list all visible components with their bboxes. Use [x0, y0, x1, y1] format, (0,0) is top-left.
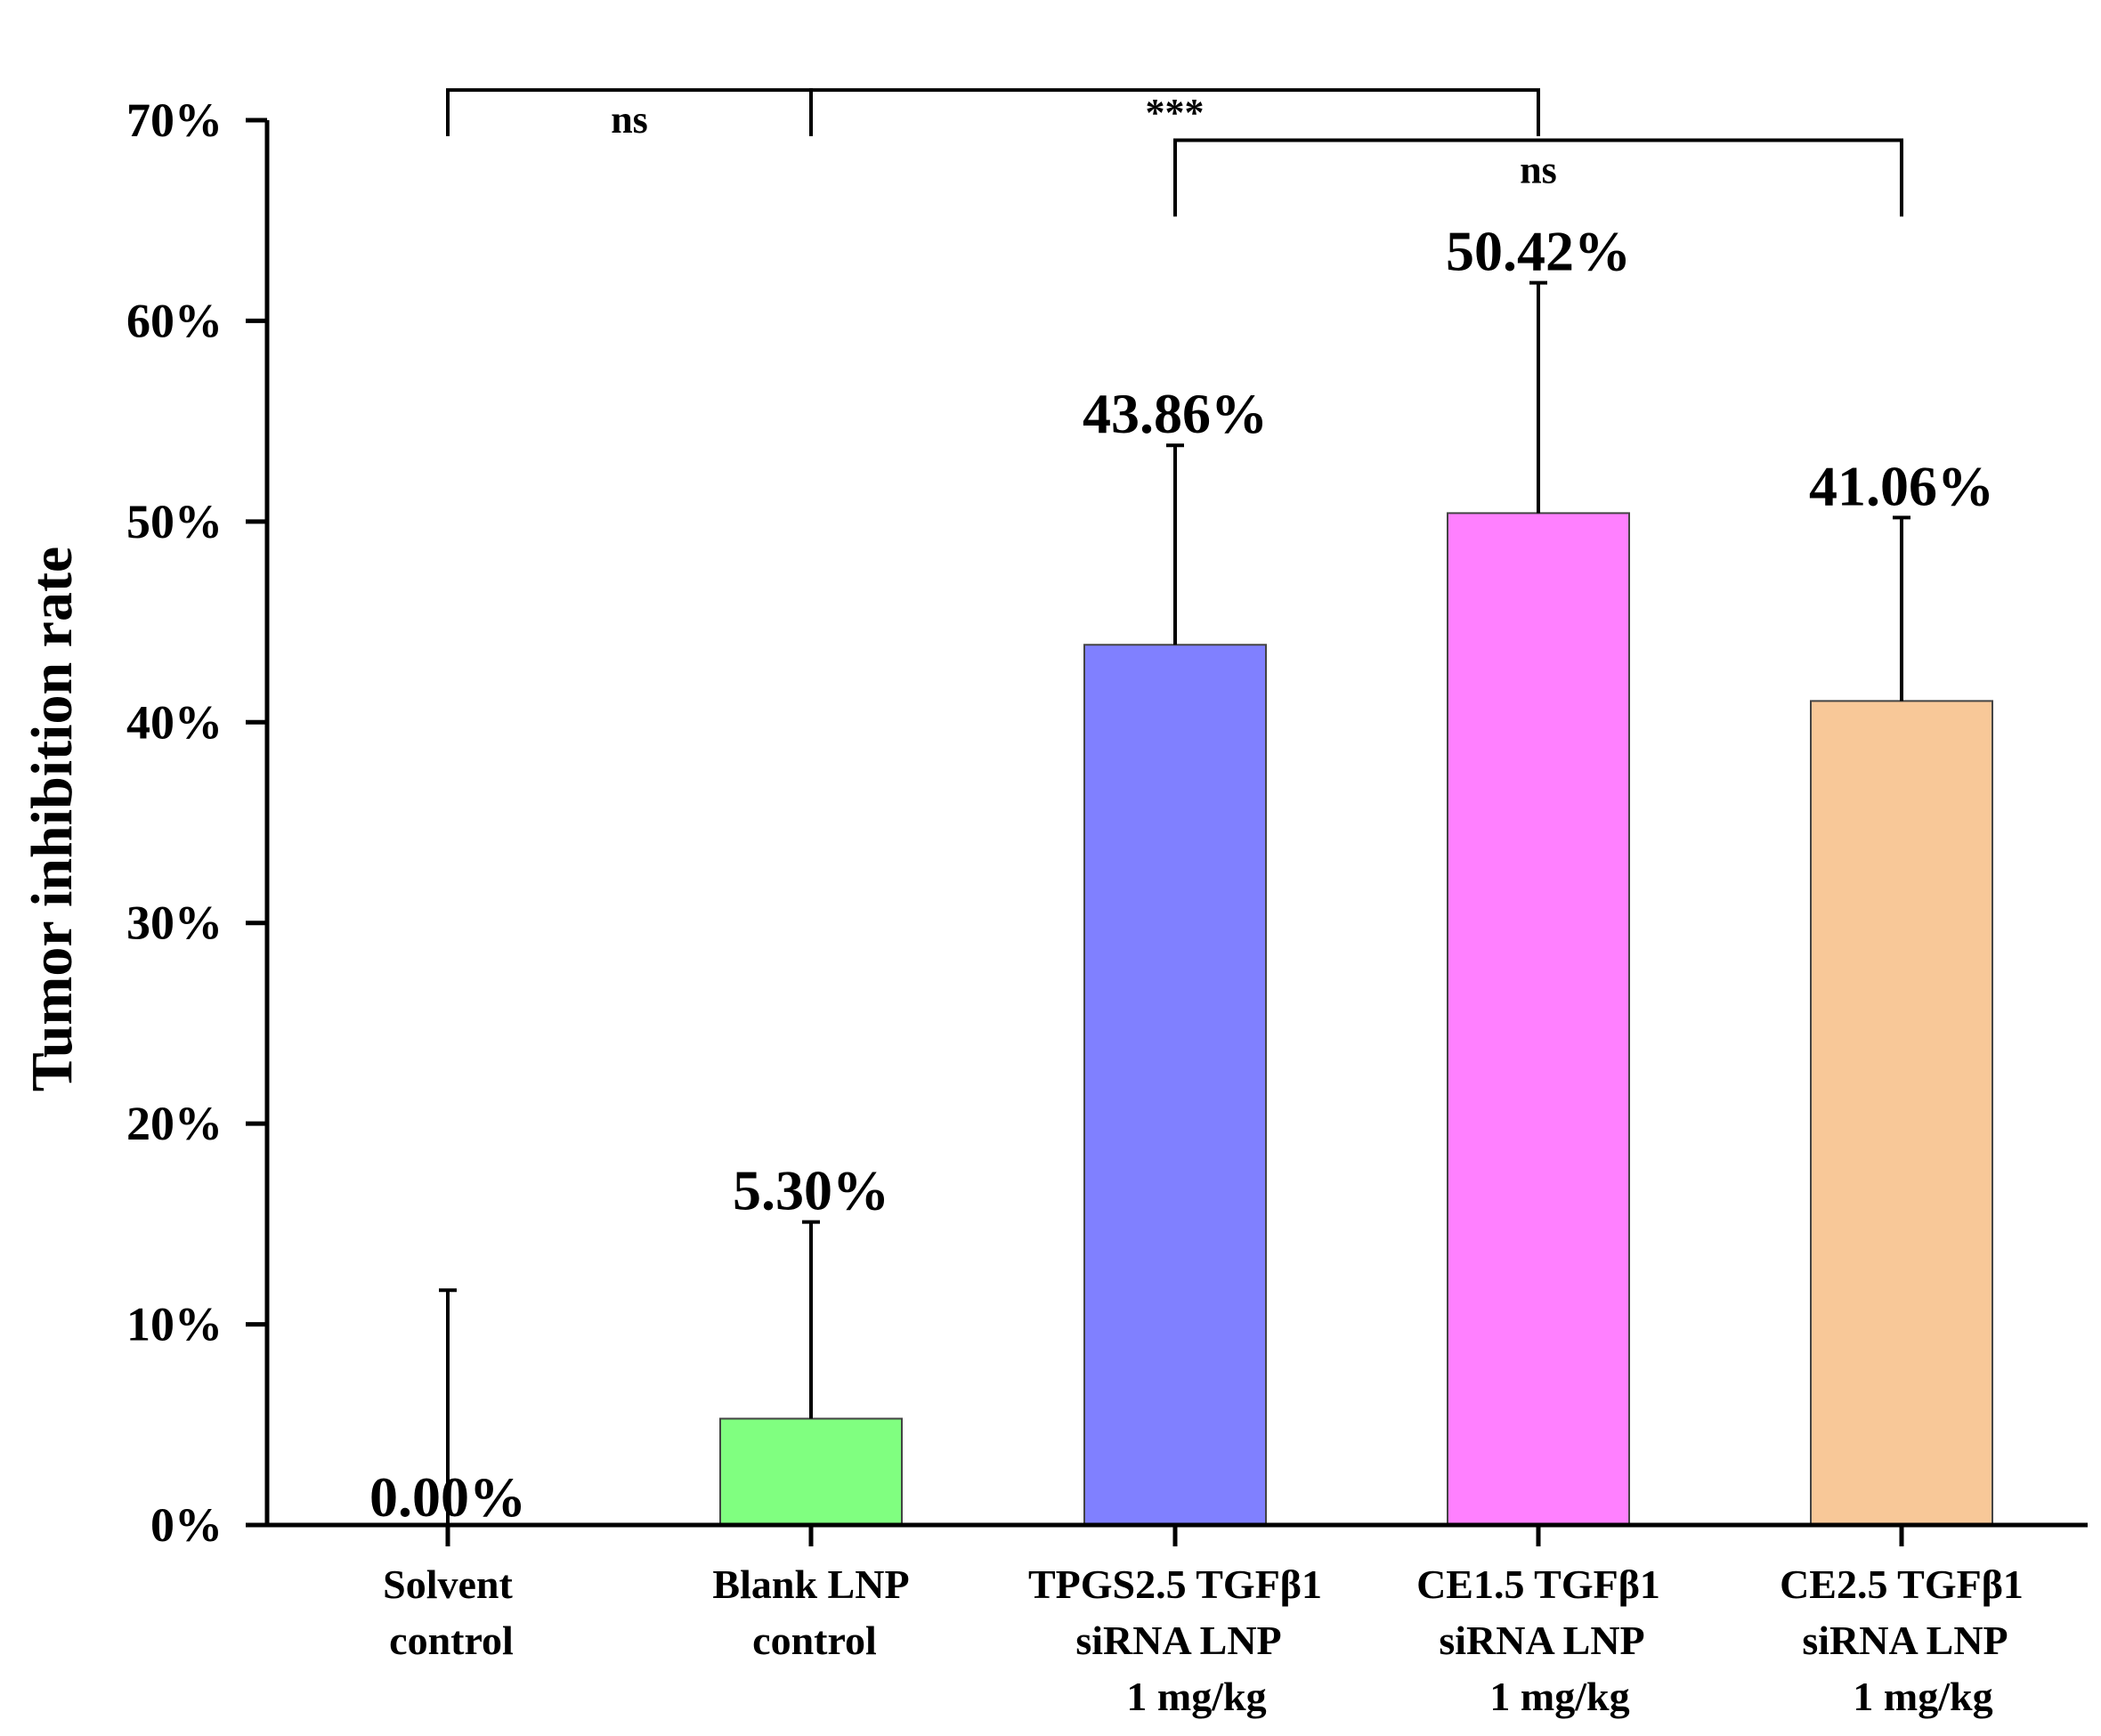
- y-tick-label: 30%: [126, 896, 223, 950]
- y-tick-label: 40%: [126, 695, 223, 749]
- bar-1: [719, 1417, 903, 1526]
- y-tick-label: 60%: [126, 294, 223, 347]
- significance-bracket-2: [1173, 138, 1903, 217]
- category-label-0-line-1: control: [389, 1618, 514, 1663]
- value-label-2: 43.86%: [1083, 382, 1268, 445]
- y-tick-label: 0%: [150, 1498, 223, 1552]
- category-label-3-line-1: siRNA LNP: [1439, 1618, 1644, 1663]
- category-label-4-line-1: siRNA LNP: [1802, 1618, 2008, 1663]
- y-tick-label: 20%: [126, 1097, 223, 1150]
- category-label-2-line-1: siRNA LNP: [1075, 1618, 1281, 1663]
- y-axis-label: Tumor inhibition rate: [20, 547, 85, 1091]
- y-tick-label: 10%: [126, 1298, 223, 1351]
- category-label-1-line-1: control: [752, 1618, 877, 1663]
- category-label-4-line-2: 1 mg/kg: [1853, 1674, 1992, 1719]
- bar-3: [1447, 512, 1630, 1526]
- value-label-3: 50.42%: [1446, 220, 1631, 283]
- category-label-3-line-0: CE1.5 TGFβ1: [1416, 1562, 1660, 1607]
- y-tick-label: 50%: [126, 495, 223, 548]
- y-tick-label: 70%: [126, 93, 223, 147]
- category-label-4-line-0: CE2.5 TGFβ1: [1780, 1562, 2024, 1607]
- significance-label-2: ns: [1520, 149, 1557, 192]
- value-label-4: 41.06%: [1809, 454, 1994, 517]
- bar-2: [1083, 644, 1267, 1526]
- value-label-1: 5.30%: [733, 1159, 889, 1222]
- significance-bracket-1: [809, 88, 1540, 137]
- value-label-0: 0.00%: [369, 1465, 526, 1529]
- category-label-0-line-0: Solvent: [383, 1562, 513, 1607]
- significance-label-1: ***: [1146, 91, 1205, 134]
- category-label-1-line-0: Blank LNP: [712, 1562, 909, 1607]
- significance-label-0: ns: [611, 98, 648, 142]
- category-label-2-line-0: TPGS2.5 TGFβ1: [1028, 1562, 1322, 1607]
- category-label-3-line-2: 1 mg/kg: [1489, 1674, 1629, 1719]
- bar-4: [1810, 700, 1993, 1526]
- category-label-2-line-2: 1 mg/kg: [1126, 1674, 1266, 1719]
